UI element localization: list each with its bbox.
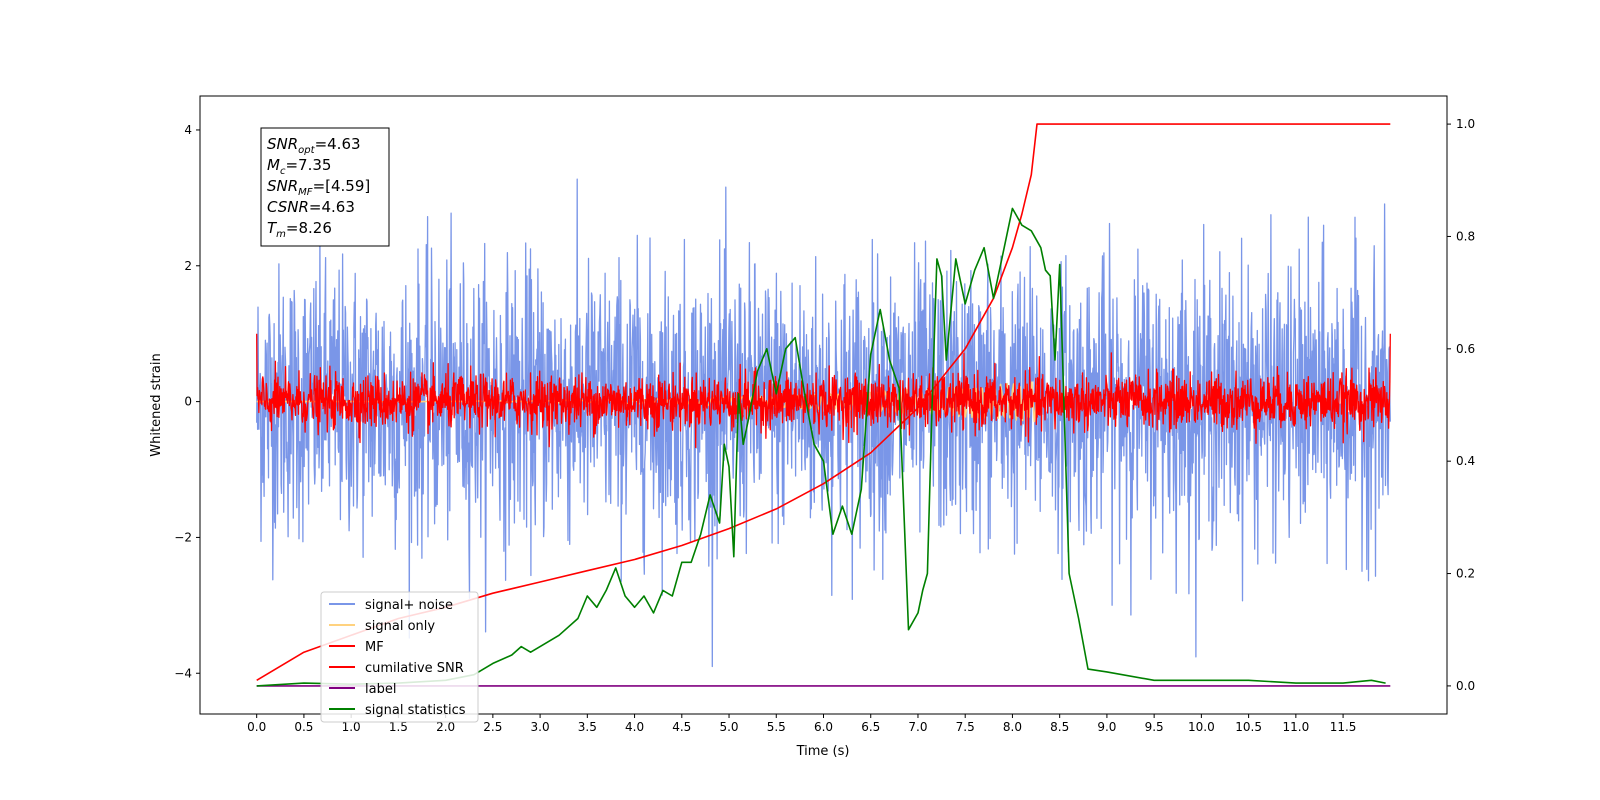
y-left-tick-label: 0 [184,395,192,409]
x-tick-label: 7.5 [956,720,975,734]
x-tick-label: 8.5 [1050,720,1069,734]
x-tick-label: 1.5 [389,720,408,734]
legend-label-signal-statistics: signal statistics [365,703,466,718]
x-tick-label: 6.0 [814,720,833,734]
y-axis-left: −4 −2 0 2 4 [174,123,200,680]
legend-label-signal-noise: signal+ noise [365,598,453,613]
x-tick-label: 11.0 [1282,720,1309,734]
x-tick-label: 3.5 [578,720,597,734]
x-tick-label: 2.0 [436,720,455,734]
x-tick-label: 4.5 [672,720,691,734]
y-left-tick-label: 4 [184,123,192,137]
series-mf [256,333,1391,449]
x-axis-label: Time (s) [796,744,850,759]
x-tick-label: 7.0 [908,720,927,734]
y-right-tick-label: 0.8 [1456,229,1475,243]
x-tick-label: 11.5 [1330,720,1357,734]
x-tick-label: 0.5 [294,720,313,734]
annotation-line: Mc=7.35 [267,156,331,177]
y-left-tick-label: −2 [174,530,192,544]
series-signal-statistics [256,207,1386,687]
x-tick-label: 5.5 [767,720,786,734]
y-right-tick-label: 0.4 [1456,454,1475,468]
legend: signal+ noise signal only MF cumilative SNR… [320,591,479,723]
y-left-tick-label: 2 [184,259,192,273]
x-axis: 0.0 0.5 1.0 1.5 2.0 2.5 3.0 3.5 4.0 4.5 5.0 5.5 6.0 6… [247,714,1356,734]
y-right-tick-label: 0.2 [1456,567,1475,581]
annotation-line: SNRMF=[4.59] [267,177,370,198]
x-tick-label: 2.5 [483,720,502,734]
y-right-tick-label: 0.0 [1456,679,1475,693]
annotation-line: SNRopt=4.63 [267,135,361,156]
legend-label-mf: MF [365,640,384,655]
x-tick-label: 9.5 [1145,720,1164,734]
legend-box [320,591,479,723]
x-tick-label: 9.0 [1097,720,1116,734]
y-left-tick-label: −4 [174,666,192,680]
legend-label-signal-only: signal only [365,619,435,634]
y-axis-left-label: Whitened strain [149,353,164,456]
legend-label-cumilative-snr: cumilative SNR [365,661,464,676]
x-tick-label: 4.0 [625,720,644,734]
y-axis-right: 0.0 0.2 0.4 0.6 0.8 1.0 [1447,117,1475,693]
y-right-tick-label: 1.0 [1456,117,1475,131]
annotation-line: Tm=8.26 [267,219,332,240]
x-tick-label: 5.0 [719,720,738,734]
x-tick-label: 10.0 [1188,720,1215,734]
x-tick-label: 1.0 [342,720,361,734]
y-right-tick-label: 0.6 [1456,342,1475,356]
x-tick-label: 0.0 [247,720,266,734]
legend-label-label: label [365,682,396,697]
x-tick-label: 3.0 [531,720,550,734]
annotation-box [260,127,390,247]
annotation-line: CSNR=4.63 [267,198,355,216]
x-tick-label: 6.5 [861,720,880,734]
x-tick-label: 10.5 [1235,720,1262,734]
x-tick-label: 8.0 [1003,720,1022,734]
